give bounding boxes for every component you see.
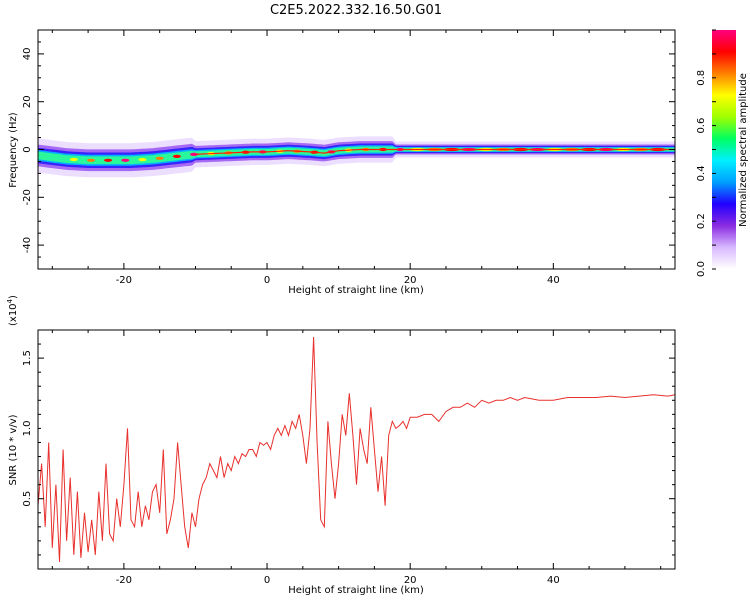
colorbar-label: Normalized spectral amplitude <box>738 73 749 227</box>
spectrogram-core <box>121 158 130 162</box>
x-tick-label: -20 <box>116 575 132 586</box>
y-tick-label: 1.0 <box>22 420 33 436</box>
snr-ylabel: SNR (10 * v/v) <box>8 414 19 485</box>
spectrogram-core <box>69 157 78 162</box>
snr-panel: -20 0 20 40 0.5 1.0 1.5 Height of straight lin… <box>6 295 676 596</box>
y-tick-label: 20 <box>22 95 33 108</box>
y-tick-label: 1.5 <box>22 350 33 366</box>
y-tick-label: 0.5 <box>22 491 33 507</box>
colorbar-tick-label: 0.0 <box>696 261 707 277</box>
colorbar-tick-label: 0.2 <box>696 213 707 229</box>
spectrogram-band-4 <box>38 146 675 165</box>
colorbar-ticks: 0.0 0.2 0.4 0.6 0.8 <box>696 29 716 277</box>
y-tick-label: -20 <box>22 189 33 205</box>
x-tick-label: 20 <box>404 575 417 586</box>
spectrogram-ticks: -20 0 20 40 40 20 0 -20 -40 <box>22 29 675 286</box>
spectrogram-core <box>172 154 181 158</box>
snr-frame <box>37 329 676 570</box>
x-tick-label: 40 <box>547 275 560 286</box>
colorbar: 0.0 0.2 0.4 0.6 0.8 Normalized spectral ampl… <box>696 29 749 277</box>
spectrogram-heatmap <box>38 136 675 178</box>
x-tick-label: 0 <box>264 575 270 586</box>
spectrogram-ylabel: Frequency (Hz) <box>8 112 19 188</box>
colorbar-tick-label: 0.4 <box>696 165 707 181</box>
spectrogram-core <box>190 152 198 156</box>
spectrogram-core <box>104 158 113 162</box>
x-tick-label: 40 <box>547 575 560 586</box>
snr-xlabel: Height of straight line (km) <box>288 585 424 596</box>
x-tick-label: 0 <box>264 275 270 286</box>
snr-scale-factor: (x104) <box>6 295 19 326</box>
y-tick-label: 0 <box>22 146 33 152</box>
colorbar-tick-label: 0.8 <box>696 70 707 86</box>
y-tick-label: -40 <box>22 237 33 253</box>
spectrogram-panel: -20 0 20 40 40 20 0 -20 -40 Height of straight l… <box>8 29 676 296</box>
spectrogram-ridge-line <box>195 148 675 155</box>
chart-title: C2E5.2022.332.16.50.G01 <box>270 3 442 18</box>
x-tick-label: 20 <box>404 275 417 286</box>
spectrogram-core <box>155 156 164 160</box>
x-tick-label: -20 <box>116 275 132 286</box>
y-tick-label: 40 <box>22 48 33 61</box>
spectrogram-core <box>87 158 95 162</box>
spectrogram-core <box>138 158 147 162</box>
spectrogram-xlabel: Height of straight line (km) <box>288 285 424 296</box>
colorbar-tick-label: 0.6 <box>696 118 707 134</box>
snr-series-line <box>38 336 675 563</box>
snr-ticks: -20 0 20 40 0.5 1.0 1.5 <box>22 329 675 586</box>
